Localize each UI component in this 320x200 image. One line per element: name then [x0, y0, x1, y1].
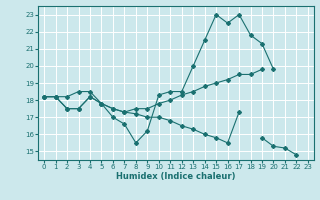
X-axis label: Humidex (Indice chaleur): Humidex (Indice chaleur): [116, 172, 236, 181]
